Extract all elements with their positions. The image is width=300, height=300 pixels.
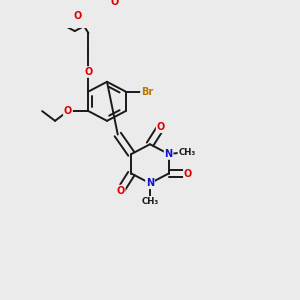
Text: O: O [116,185,125,196]
Text: Br: Br [141,87,153,97]
Text: N: N [146,178,154,188]
Text: O: O [64,106,72,116]
Text: O: O [84,67,92,77]
Text: O: O [184,169,192,178]
Text: CH₃: CH₃ [178,148,196,157]
Text: O: O [111,0,119,7]
Text: N: N [165,149,173,159]
Text: O: O [74,11,82,21]
Text: CH₃: CH₃ [141,197,159,206]
Text: O: O [157,122,165,132]
